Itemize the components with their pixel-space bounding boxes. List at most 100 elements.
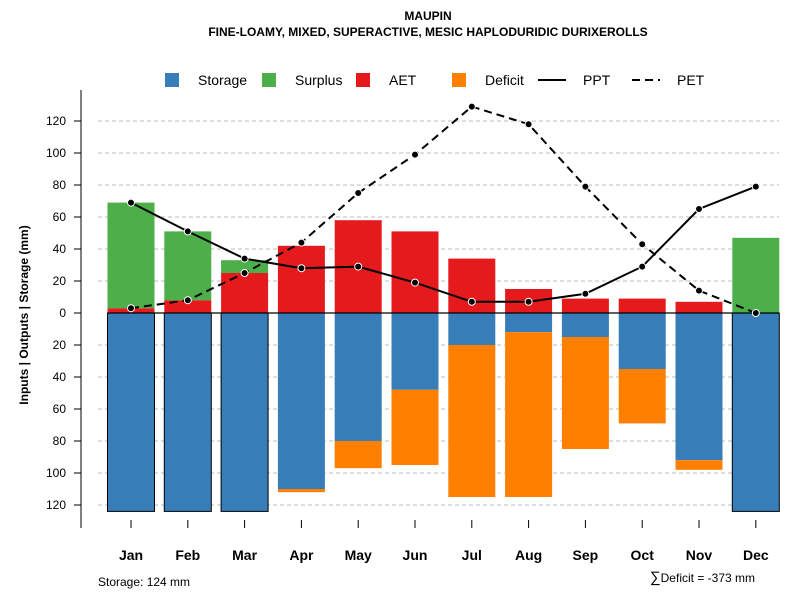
bar-aet: [221, 273, 269, 313]
legend-swatch-aet: [356, 73, 370, 87]
y-tick-label: 40: [53, 242, 67, 256]
chart-title: MAUPIN: [404, 9, 451, 23]
y-tick-label: 40: [53, 370, 67, 384]
bar-deficit: [618, 369, 666, 424]
bar-aet: [277, 245, 325, 313]
bar-storage: [277, 313, 325, 489]
point-ppt: [354, 262, 363, 271]
y-tick-label: 20: [53, 338, 67, 352]
legend-label-aet: AET: [389, 72, 417, 88]
y-axis-ticks: 120 100 80 60 40 20 0 20 40 60 80 100 120: [46, 114, 81, 512]
point-ppt: [751, 182, 760, 191]
bar-aet: [618, 298, 666, 313]
bar-storage: [391, 313, 439, 390]
x-tick-label: Oct: [631, 547, 655, 563]
legend: Storage Surplus AET Deficit PPT PET: [165, 72, 705, 88]
x-tick-label: Dec: [743, 547, 769, 563]
legend-label-storage: Storage: [198, 72, 247, 88]
x-tick-label: Sep: [573, 547, 599, 563]
bar-aet: [675, 301, 723, 313]
point-pet: [354, 189, 363, 197]
point-pet: [695, 286, 703, 295]
point-pet: [751, 309, 760, 317]
legend-swatch-surplus: [262, 73, 276, 87]
point-ppt: [467, 297, 476, 306]
bar-surplus: [732, 237, 780, 313]
point-ppt: [695, 205, 703, 213]
bar-aet: [391, 231, 439, 313]
legend-swatch-storage: [165, 73, 179, 87]
legend-label-surplus: Surplus: [295, 72, 342, 88]
point-pet: [638, 240, 647, 249]
bar-storage: [618, 313, 666, 369]
point-pet: [524, 120, 533, 129]
chart-subtitle: FINE-LOAMY, MIXED, SUPERACTIVE, MESIC HA…: [208, 25, 647, 39]
x-axis-ticks: Jan Feb Mar Apr May Jun Jul Aug Sep Oct Nov Dec: [119, 520, 769, 563]
bar-storage: [675, 313, 723, 461]
point-ppt: [581, 289, 590, 298]
y-tick-label: 60: [53, 210, 67, 224]
x-tick-label: Mar: [232, 547, 257, 563]
bar-storage: [732, 313, 780, 512]
bar-deficit: [277, 489, 325, 493]
point-ppt: [411, 278, 419, 287]
y-tick-label: 20: [53, 274, 67, 288]
bar-aet: [561, 298, 609, 313]
bar-storage: [164, 313, 212, 512]
legend-label-pet: PET: [677, 72, 705, 88]
legend-label-ppt: PPT: [583, 72, 611, 88]
bar-aet: [164, 300, 212, 313]
bar-storage: [505, 313, 553, 333]
x-tick-label: Nov: [686, 547, 713, 563]
y-tick-label: 80: [53, 178, 67, 192]
point-ppt: [297, 264, 306, 273]
point-ppt: [524, 297, 533, 306]
point-ppt: [183, 227, 192, 236]
line-pet: [130, 105, 757, 314]
bar-deficit: [675, 460, 723, 470]
y-tick-label: 80: [53, 434, 67, 448]
bar-surplus: [221, 260, 269, 273]
x-tick-label: Aug: [515, 547, 542, 563]
point-pet: [127, 304, 135, 313]
point-pet: [581, 182, 590, 191]
bar-deficit: [334, 441, 382, 469]
point-ppt: [638, 262, 647, 271]
deficit-footnote: ∑Deficit = -373 mm: [650, 569, 755, 586]
deficit-text: Deficit = -373 mm: [661, 571, 755, 585]
point-pet: [240, 269, 249, 277]
point-pet: [183, 296, 192, 305]
legend-swatch-deficit: [452, 73, 466, 87]
y-tick-label: 60: [53, 402, 67, 416]
bars-layer: [107, 202, 780, 512]
bar-storage: [107, 313, 155, 512]
point-pet: [411, 150, 419, 159]
y-tick-label: 0: [59, 306, 66, 320]
x-tick-label: May: [345, 547, 372, 563]
x-tick-label: Jun: [403, 547, 428, 563]
bar-deficit: [505, 332, 553, 497]
x-tick-label: Feb: [175, 547, 200, 563]
point-ppt: [240, 254, 249, 263]
bar-surplus: [164, 231, 212, 301]
bar-storage: [334, 313, 382, 441]
bar-storage: [448, 313, 496, 345]
lines-layer: [127, 102, 760, 317]
sum-symbol: ∑: [650, 569, 661, 586]
legend-label-deficit: Deficit: [485, 72, 524, 88]
bar-storage: [221, 313, 269, 512]
point-pet: [297, 238, 306, 247]
y-tick-label: 100: [46, 466, 66, 480]
line-ppt: [130, 185, 757, 303]
storage-footnote: Storage: 124 mm: [98, 575, 190, 589]
bar-storage: [561, 313, 609, 337]
bar-surplus: [107, 202, 155, 309]
y-tick-label: 100: [46, 146, 66, 160]
y-axis-label: Inputs | Outputs | Storage (mm): [17, 225, 31, 404]
x-tick-label: Jul: [462, 547, 482, 563]
bar-deficit: [561, 337, 609, 449]
bar-deficit: [391, 389, 439, 465]
x-tick-label: Apr: [289, 547, 314, 563]
y-tick-label: 120: [46, 114, 66, 128]
